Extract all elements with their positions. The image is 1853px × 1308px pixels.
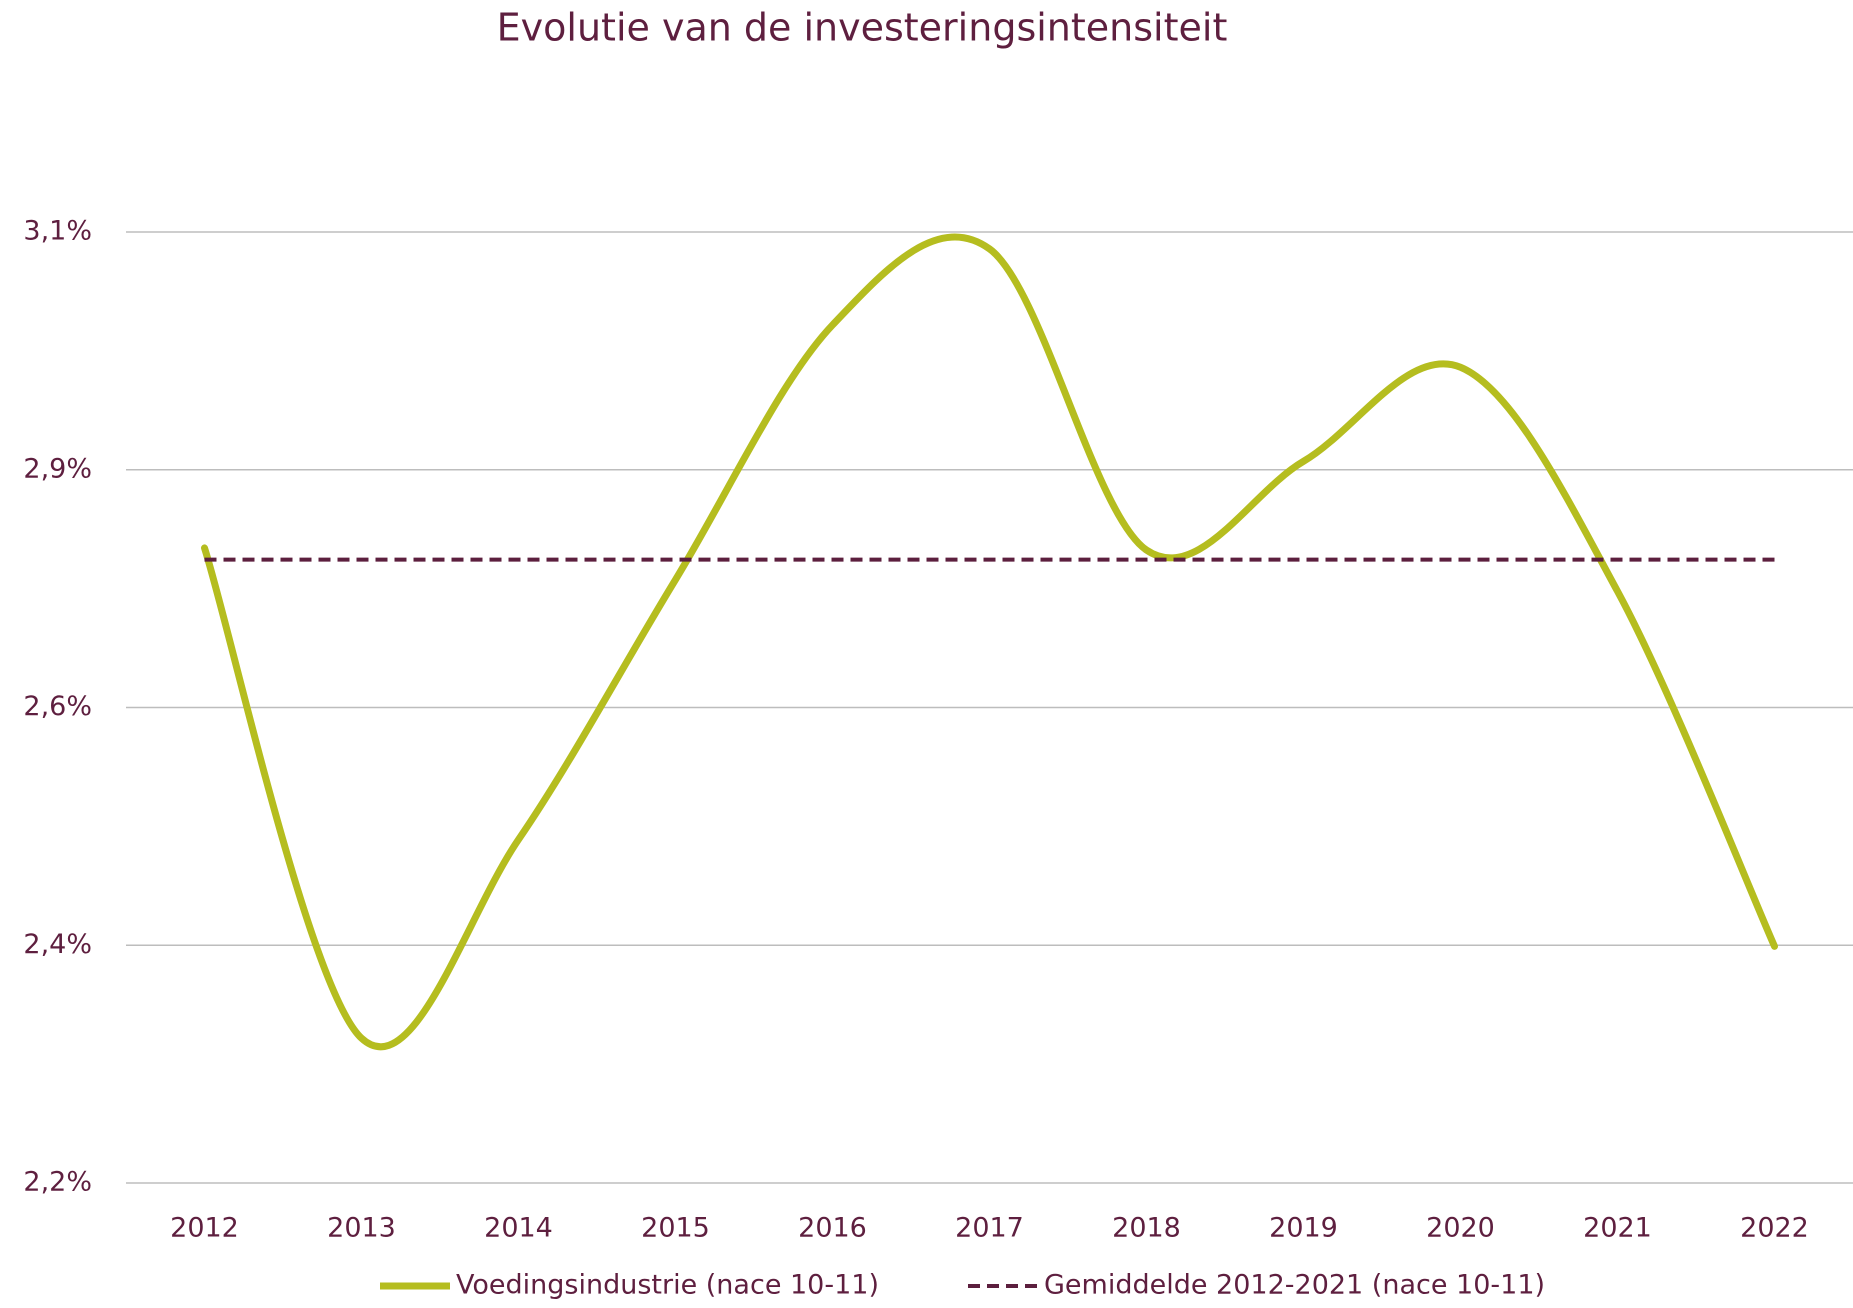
chart-title: Evolutie van de investeringsintensiteit — [497, 6, 1228, 50]
x-tick-label: 2020 — [1426, 1213, 1495, 1244]
x-tick-label: 2014 — [484, 1213, 553, 1244]
x-tick-label: 2015 — [641, 1213, 710, 1244]
y-tick-label: 2,4% — [23, 929, 92, 960]
y-tick-label: 2,9% — [23, 453, 92, 484]
x-tick-label: 2021 — [1583, 1213, 1652, 1244]
legend-label: Gemiddelde 2012-2021 (nace 10-11) — [1044, 1270, 1545, 1301]
x-tick-label: 2022 — [1740, 1213, 1809, 1244]
legend-label: Voedingsindustrie (nace 10-11) — [456, 1270, 879, 1301]
y-tick-label: 3,1% — [23, 216, 92, 247]
series-line — [201, 233, 1778, 1051]
y-tick-label: 2,6% — [23, 691, 92, 722]
y-tick-label: 2,2% — [23, 1167, 92, 1198]
x-tick-label: 2018 — [1112, 1213, 1181, 1244]
x-tick-label: 2012 — [170, 1213, 239, 1244]
x-tick-label: 2016 — [798, 1213, 867, 1244]
x-tick-label: 2017 — [955, 1213, 1024, 1244]
x-tick-label: 2013 — [327, 1213, 396, 1244]
x-tick-label: 2019 — [1269, 1213, 1338, 1244]
